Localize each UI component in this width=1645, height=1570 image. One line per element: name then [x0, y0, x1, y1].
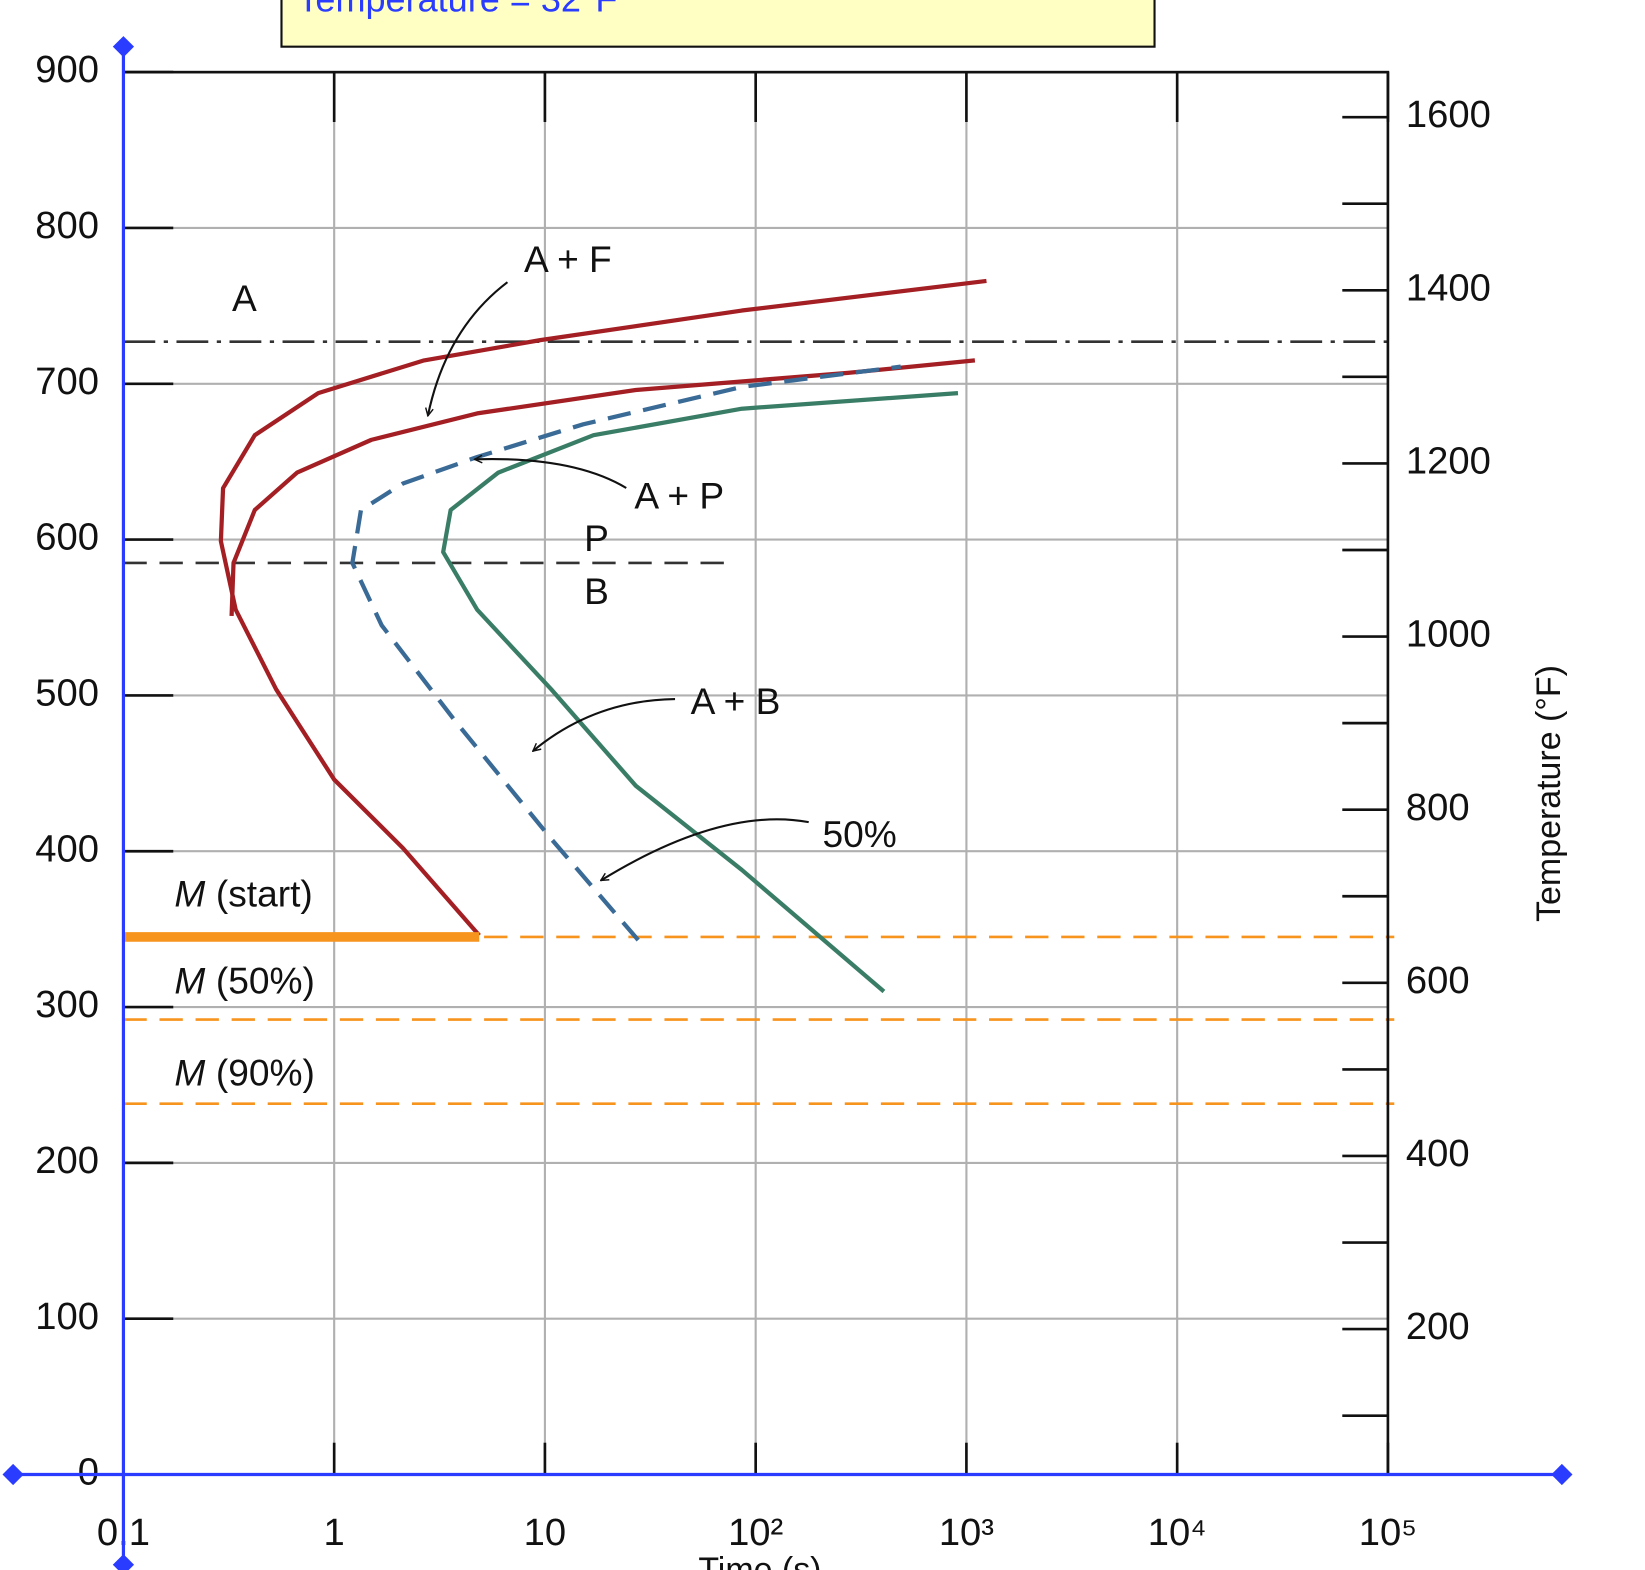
y-tick-label: 400: [35, 827, 99, 870]
m-symbol: M: [174, 1051, 205, 1093]
y-tick-label: 800: [35, 204, 99, 247]
x-tick-label: 10: [524, 1511, 566, 1554]
m-label: M (50%): [174, 959, 315, 1001]
y2-axis-label: Temperature (°F): [1530, 665, 1568, 922]
annotation: P: [584, 517, 609, 559]
ui-axes: [2, 36, 1573, 1570]
plot: [123, 278, 1395, 1105]
banner: Temperature = 32°F: [297, 0, 617, 20]
arrow: [428, 281, 509, 416]
y2-tick-label: 1600: [1406, 93, 1491, 136]
y2-tick-label: 600: [1406, 959, 1470, 1002]
handle[interactable]: [112, 36, 135, 58]
x-tick-label: 10³: [939, 1511, 994, 1554]
m-text: (start): [216, 872, 313, 914]
y-tick-label: 900: [35, 48, 99, 91]
m-text: (50%): [216, 959, 315, 1001]
m-text: (90%): [216, 1051, 315, 1093]
annotation: B: [584, 570, 609, 612]
arrow: [475, 459, 627, 489]
annotation: 50%: [822, 813, 896, 855]
annotation: A: [232, 277, 257, 319]
y-tick-label: 600: [35, 516, 99, 559]
y2-tick-label: 1200: [1406, 439, 1491, 482]
y-tick-label: 500: [35, 671, 99, 714]
m-symbol: M: [174, 872, 205, 914]
annotation: A + F: [524, 238, 612, 280]
handle[interactable]: [112, 1554, 135, 1570]
curve: [350, 364, 902, 942]
m-label: M (90%): [174, 1051, 315, 1093]
annotation: A + B: [691, 680, 781, 722]
y-tick-label: 700: [35, 360, 99, 403]
ticks: 0.1 1 10 10² 10³ 10⁴ 10⁵0100200300400500600700…: [35, 48, 1491, 1554]
y2-tick-label: 200: [1406, 1305, 1470, 1348]
x-tick-label: 1: [324, 1511, 345, 1554]
y2-tick-label: 1000: [1406, 613, 1491, 656]
annotation: A + P: [634, 474, 724, 516]
y-tick-label: 300: [35, 983, 99, 1026]
curve: [229, 358, 976, 617]
y2-tick-label: 400: [1406, 1132, 1470, 1175]
grid: [122, 71, 1389, 1476]
y2-tick-label: 1400: [1406, 266, 1491, 309]
annotations: A A + F A + P P B A + B 50% M (start) M (5…: [174, 238, 896, 1094]
m-label: M (start): [174, 872, 312, 914]
y-tick-label: 200: [35, 1139, 99, 1182]
y-tick-label: 100: [35, 1295, 99, 1338]
curve: [441, 391, 959, 994]
handle[interactable]: [2, 1463, 24, 1486]
curve: [218, 278, 987, 937]
m-symbol: M: [174, 959, 205, 1001]
x-axis-label: Time (s): [698, 1551, 821, 1570]
arrow: [533, 698, 676, 751]
y2-tick-label: 800: [1406, 786, 1470, 829]
x-tick-label: 10⁵: [1359, 1511, 1417, 1554]
y-tick-label: 0: [78, 1451, 99, 1494]
x-tick-label: 10⁴: [1148, 1511, 1207, 1554]
arrow: [601, 818, 809, 882]
banner-box: [280, 0, 1156, 48]
handle[interactable]: [1551, 1463, 1573, 1486]
x-tick-label: 10²: [728, 1511, 783, 1554]
